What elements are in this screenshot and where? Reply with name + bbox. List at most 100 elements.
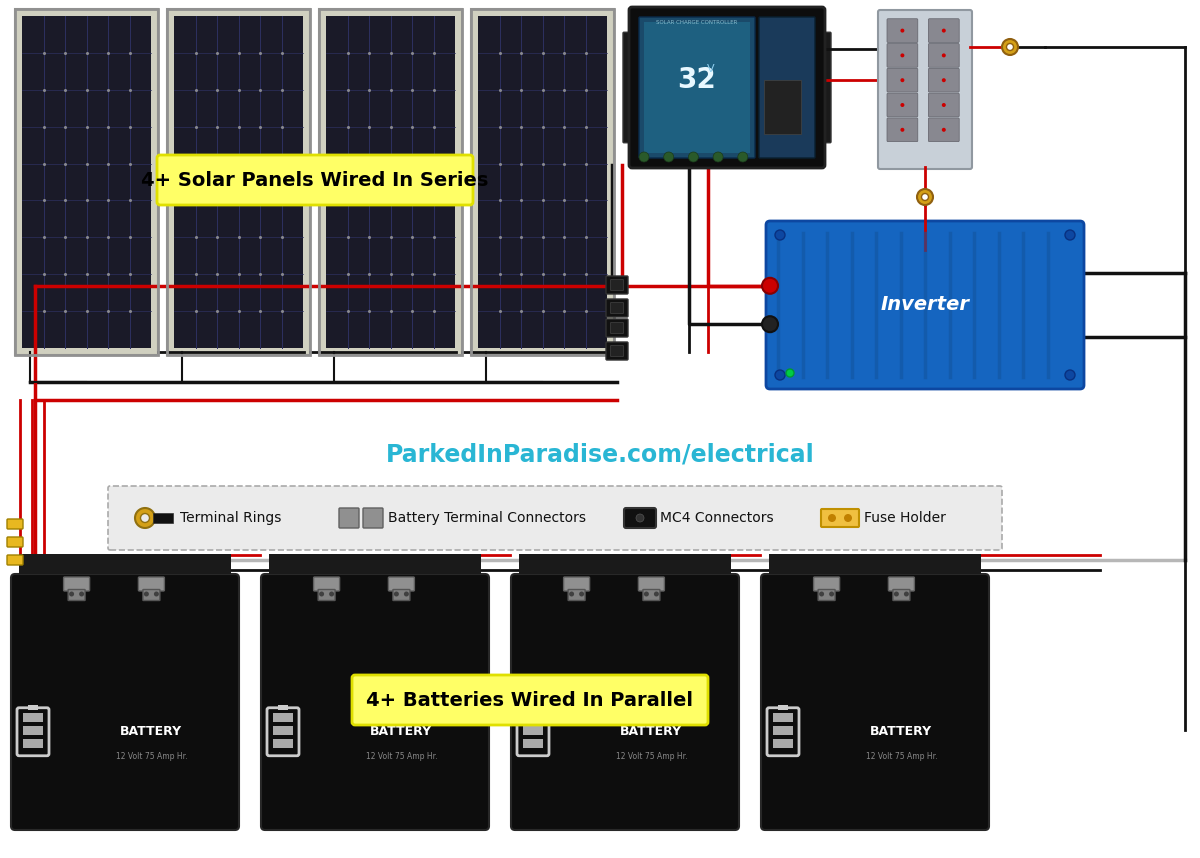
Circle shape xyxy=(580,591,584,596)
FancyBboxPatch shape xyxy=(157,155,473,205)
Bar xyxy=(644,22,750,153)
FancyBboxPatch shape xyxy=(511,574,739,830)
FancyBboxPatch shape xyxy=(929,118,959,142)
Circle shape xyxy=(775,230,785,240)
Circle shape xyxy=(664,152,673,162)
Bar xyxy=(523,739,542,748)
Bar xyxy=(773,739,793,748)
Circle shape xyxy=(1007,44,1014,51)
Bar xyxy=(269,554,481,574)
FancyBboxPatch shape xyxy=(564,577,589,591)
Circle shape xyxy=(762,317,778,332)
Bar xyxy=(520,554,731,574)
Circle shape xyxy=(922,194,929,201)
Circle shape xyxy=(134,508,155,528)
FancyBboxPatch shape xyxy=(611,323,624,334)
Text: V: V xyxy=(707,63,715,74)
Circle shape xyxy=(654,591,659,596)
FancyBboxPatch shape xyxy=(11,574,239,830)
FancyBboxPatch shape xyxy=(611,280,624,291)
Bar xyxy=(19,554,230,574)
Bar xyxy=(14,9,158,355)
Bar xyxy=(470,9,614,355)
FancyBboxPatch shape xyxy=(929,19,959,42)
FancyBboxPatch shape xyxy=(887,44,918,67)
Circle shape xyxy=(942,78,946,82)
FancyBboxPatch shape xyxy=(814,577,840,591)
Bar xyxy=(23,713,43,722)
Bar xyxy=(478,16,607,348)
FancyBboxPatch shape xyxy=(887,19,918,42)
Circle shape xyxy=(70,591,74,596)
FancyBboxPatch shape xyxy=(167,9,310,355)
FancyBboxPatch shape xyxy=(64,577,90,591)
FancyBboxPatch shape xyxy=(887,94,918,117)
Bar xyxy=(778,704,788,710)
Bar xyxy=(274,739,293,748)
Text: 32: 32 xyxy=(678,66,716,94)
Circle shape xyxy=(942,28,946,33)
Text: BATTERY: BATTERY xyxy=(620,725,683,738)
FancyBboxPatch shape xyxy=(14,9,158,355)
Circle shape xyxy=(900,78,905,82)
FancyBboxPatch shape xyxy=(643,589,660,601)
Circle shape xyxy=(942,128,946,132)
Bar xyxy=(319,9,462,355)
FancyBboxPatch shape xyxy=(887,69,918,92)
Circle shape xyxy=(828,514,836,522)
FancyBboxPatch shape xyxy=(340,508,359,528)
Circle shape xyxy=(79,591,84,596)
Bar xyxy=(22,16,151,348)
Circle shape xyxy=(140,513,150,523)
FancyBboxPatch shape xyxy=(818,589,835,601)
Text: BATTERY: BATTERY xyxy=(371,725,432,738)
FancyBboxPatch shape xyxy=(352,675,708,725)
Text: ParkedInParadise.com/electrical: ParkedInParadise.com/electrical xyxy=(385,443,815,467)
FancyBboxPatch shape xyxy=(761,574,989,830)
Circle shape xyxy=(738,152,748,162)
Text: MC4 Connectors: MC4 Connectors xyxy=(660,511,774,525)
Circle shape xyxy=(900,103,905,107)
Circle shape xyxy=(900,28,905,33)
FancyBboxPatch shape xyxy=(606,299,628,317)
Text: Inverter: Inverter xyxy=(881,295,970,315)
FancyBboxPatch shape xyxy=(929,94,959,117)
Circle shape xyxy=(900,128,905,132)
FancyBboxPatch shape xyxy=(319,9,462,355)
Text: Fuse Holder: Fuse Holder xyxy=(864,511,946,525)
Circle shape xyxy=(713,152,724,162)
FancyBboxPatch shape xyxy=(143,589,160,601)
FancyBboxPatch shape xyxy=(878,10,972,169)
Bar xyxy=(174,16,302,348)
Bar xyxy=(23,726,43,734)
FancyBboxPatch shape xyxy=(611,346,624,357)
Circle shape xyxy=(917,189,934,205)
FancyBboxPatch shape xyxy=(893,589,910,601)
Circle shape xyxy=(569,591,574,596)
Circle shape xyxy=(154,591,158,596)
Text: 12 Volt 75 Amp Hr.: 12 Volt 75 Amp Hr. xyxy=(865,752,937,761)
Text: Battery Terminal Connectors: Battery Terminal Connectors xyxy=(388,511,586,525)
Bar xyxy=(278,704,288,710)
FancyBboxPatch shape xyxy=(929,44,959,67)
FancyBboxPatch shape xyxy=(7,537,23,547)
Text: Terminal Rings: Terminal Rings xyxy=(180,511,281,525)
FancyBboxPatch shape xyxy=(606,276,628,294)
Circle shape xyxy=(394,591,398,596)
FancyBboxPatch shape xyxy=(7,519,23,529)
Circle shape xyxy=(144,591,149,596)
Text: SOLAR CHARGE CONTROLLER: SOLAR CHARGE CONTROLLER xyxy=(656,20,738,25)
FancyBboxPatch shape xyxy=(138,577,164,591)
FancyBboxPatch shape xyxy=(821,509,859,527)
Circle shape xyxy=(775,370,785,380)
FancyBboxPatch shape xyxy=(888,577,914,591)
Circle shape xyxy=(640,152,649,162)
FancyBboxPatch shape xyxy=(629,7,826,168)
Bar xyxy=(773,726,793,734)
Text: BATTERY: BATTERY xyxy=(870,725,932,738)
Circle shape xyxy=(762,278,778,293)
Circle shape xyxy=(1066,230,1075,240)
FancyBboxPatch shape xyxy=(638,577,665,591)
FancyBboxPatch shape xyxy=(766,221,1084,389)
Bar xyxy=(523,713,542,722)
